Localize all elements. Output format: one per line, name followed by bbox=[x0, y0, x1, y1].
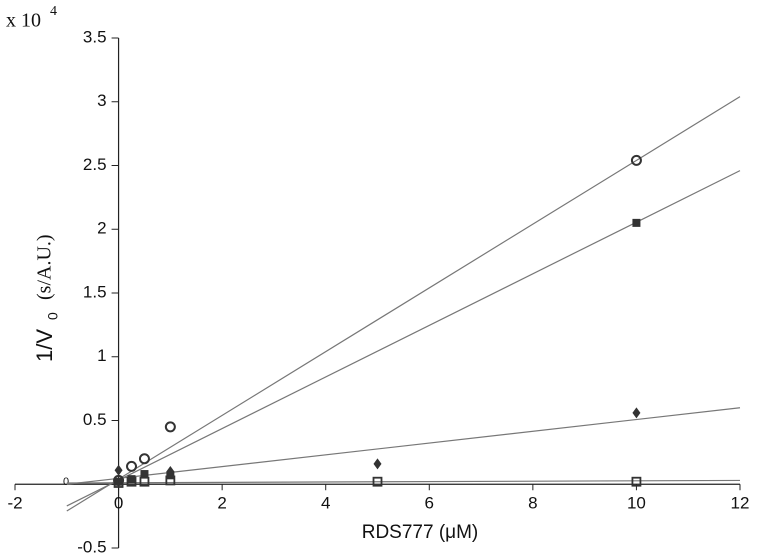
y-tick-label: 3 bbox=[97, 91, 106, 110]
point bbox=[114, 464, 123, 476]
fit-line bbox=[66, 170, 741, 507]
point bbox=[630, 154, 642, 166]
y-tick-label: -0.5 bbox=[77, 537, 106, 556]
point bbox=[114, 477, 123, 486]
y-multiplier: x 10 bbox=[6, 10, 41, 32]
x-tick-label: -2 bbox=[7, 494, 22, 513]
point bbox=[126, 476, 137, 487]
x-tick-label: 8 bbox=[528, 494, 537, 513]
point bbox=[126, 460, 138, 472]
point bbox=[372, 476, 383, 487]
y-tick-label: 0.5 bbox=[83, 410, 107, 429]
x-tick-label: 10 bbox=[627, 494, 646, 513]
x-tick-label: 6 bbox=[425, 494, 434, 513]
x-tick-label: 2 bbox=[217, 494, 226, 513]
y-label-main: 1/V bbox=[32, 329, 57, 362]
y-tick-label: 2 bbox=[97, 219, 106, 238]
point bbox=[373, 458, 382, 470]
fit-line bbox=[66, 96, 741, 512]
point bbox=[631, 476, 642, 487]
y-label-sub: 0 bbox=[45, 312, 61, 320]
y-axis-title: 1/V 0 (s/A.U.) bbox=[32, 234, 61, 362]
x-axis-title: RDS777 (μM) bbox=[362, 522, 479, 543]
point bbox=[632, 407, 641, 419]
point bbox=[139, 476, 150, 487]
y-tick-label: 2.5 bbox=[83, 155, 107, 174]
point bbox=[165, 475, 176, 486]
point bbox=[632, 218, 641, 227]
x-tick-label: 4 bbox=[321, 494, 330, 513]
y-tick-label: 3.5 bbox=[83, 27, 107, 46]
point bbox=[113, 478, 124, 488]
point bbox=[127, 475, 136, 484]
y-multiplier-exponent: 4 bbox=[50, 4, 57, 19]
point bbox=[140, 470, 149, 479]
y-tick-label: 1.5 bbox=[83, 282, 107, 301]
x-tick-label: 12 bbox=[731, 494, 750, 513]
point bbox=[138, 453, 150, 465]
fit-line bbox=[66, 479, 741, 484]
fit-line bbox=[66, 407, 741, 485]
y-tick-label: 1 bbox=[97, 346, 106, 365]
y-tick-label: 0 bbox=[63, 476, 69, 488]
point bbox=[164, 421, 176, 433]
point bbox=[166, 466, 175, 477]
x-tick-label: 0 bbox=[114, 494, 123, 513]
y-label-unit: (s/A.U.) bbox=[34, 234, 56, 300]
